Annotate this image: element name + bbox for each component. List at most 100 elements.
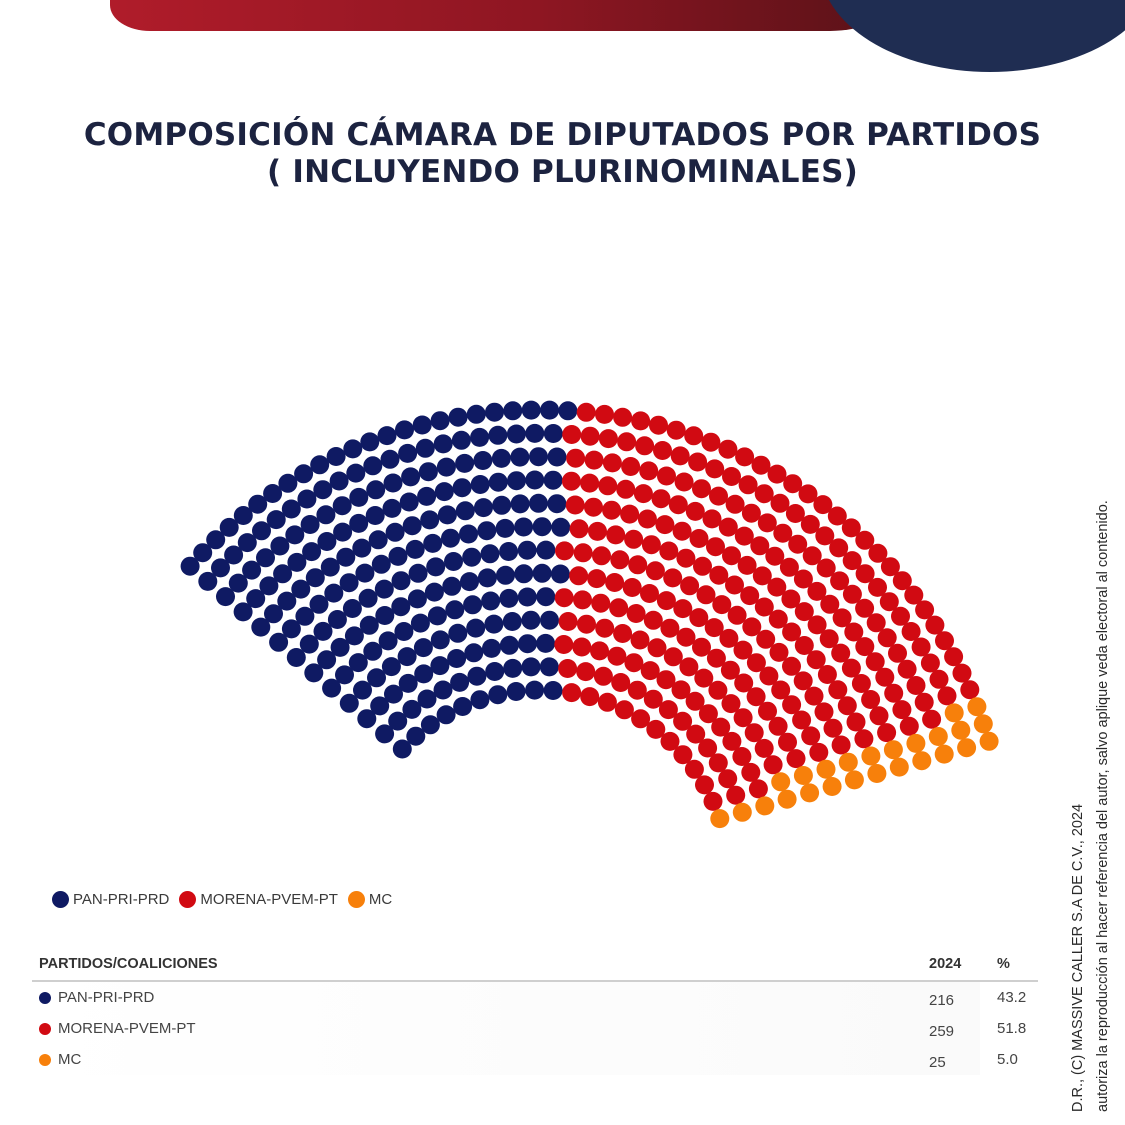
parliament-chart: [180, 400, 999, 829]
seat-morena-pvem-pt: [756, 629, 776, 649]
seat-morena-pvem-pt: [734, 673, 754, 693]
seat-morena-pvem-pt: [793, 569, 813, 589]
seat-morena-pvem-pt: [759, 666, 779, 686]
seat-pan-pri-prd: [382, 498, 402, 518]
seat-morena-pvem-pt: [653, 441, 672, 460]
seat-morena-pvem-pt: [692, 479, 711, 499]
seat-pan-pri-prd: [499, 542, 519, 561]
seat-morena-pvem-pt: [915, 600, 935, 620]
seat-morena-pvem-pt: [639, 461, 659, 481]
seat-pan-pri-prd: [248, 494, 268, 514]
seat-pan-pri-prd: [264, 604, 283, 624]
seat-pan-pri-prd: [401, 467, 421, 487]
seat-morena-pvem-pt: [698, 738, 718, 758]
seat-pan-pri-prd: [355, 563, 375, 583]
seat-morena-pvem-pt: [816, 558, 836, 578]
seat-pan-pri-prd: [348, 653, 368, 673]
seat-morena-pvem-pt: [855, 598, 875, 618]
seat-pan-pri-prd: [477, 521, 497, 541]
seat-pan-pri-prd: [336, 547, 356, 567]
row-color-dot: [39, 992, 51, 1004]
seat-pan-pri-prd: [514, 517, 534, 537]
seat-pan-pri-prd: [332, 496, 352, 516]
legend-label-mc: MC: [368, 891, 393, 908]
seat-morena-pvem-pt: [577, 614, 596, 634]
seat-morena-pvem-pt: [593, 666, 613, 686]
seat-morena-pvem-pt: [785, 504, 805, 523]
seat-morena-pvem-pt: [831, 735, 851, 755]
seat-pan-pri-prd: [444, 552, 463, 571]
seat-pan-pri-prd: [482, 638, 501, 658]
seat-pan-pri-prd: [529, 447, 548, 467]
seat-pan-pri-prd: [310, 455, 330, 475]
seat-morena-pvem-pt: [602, 453, 622, 473]
seat-morena-pvem-pt: [554, 588, 574, 608]
seat-pan-pri-prd: [398, 443, 418, 463]
seat-pan-pri-prd: [467, 666, 487, 686]
seat-pan-pri-prd: [375, 606, 395, 625]
seat-morena-pvem-pt: [573, 543, 593, 563]
seat-morena-pvem-pt: [555, 541, 574, 561]
header-year: 2024: [929, 956, 962, 972]
seat-pan-pri-prd: [433, 680, 453, 700]
seat-pan-pri-prd: [343, 439, 363, 459]
seat-morena-pvem-pt: [922, 709, 942, 729]
seat-morena-pvem-pt: [684, 426, 704, 446]
seat-pan-pri-prd: [358, 588, 378, 608]
header-percent: %: [997, 956, 1010, 972]
seat-morena-pvem-pt: [754, 597, 774, 617]
seat-pan-pri-prd: [330, 637, 350, 657]
seat-morena-pvem-pt: [828, 680, 848, 700]
seat-morena-pvem-pt: [576, 402, 596, 422]
seat-morena-pvem-pt: [706, 648, 726, 668]
seat-morena-pvem-pt: [741, 503, 761, 523]
row-percent: 43.2: [997, 989, 1027, 1006]
seat-morena-pvem-pt: [703, 791, 723, 811]
seat-pan-pri-prd: [437, 505, 457, 525]
seat-morena-pvem-pt: [666, 420, 686, 440]
seat-morena-pvem-pt: [554, 635, 574, 654]
seat-morena-pvem-pt: [768, 609, 788, 629]
seat-morena-pvem-pt: [613, 407, 633, 427]
seat-pan-pri-prd: [430, 656, 450, 676]
seat-pan-pri-prd: [503, 401, 523, 421]
seat-pan-pri-prd: [297, 489, 317, 509]
seat-morena-pvem-pt: [658, 700, 678, 720]
seat-morena-pvem-pt: [694, 668, 714, 688]
seat-morena-pvem-pt: [673, 711, 693, 731]
seat-morena-pvem-pt: [754, 484, 774, 504]
seat-morena-pvem-pt: [899, 716, 919, 736]
seat-morena-pvem-pt: [782, 622, 802, 642]
seat-morena-pvem-pt: [719, 628, 739, 648]
seat-morena-pvem-pt: [624, 653, 644, 673]
seat-pan-pri-prd: [410, 613, 430, 633]
seat-morena-pvem-pt: [718, 439, 738, 459]
seat-mc: [732, 802, 752, 822]
seat-morena-pvem-pt: [695, 775, 714, 795]
seat-morena-pvem-pt: [792, 710, 812, 730]
seat-pan-pri-prd: [426, 557, 446, 577]
seat-pan-pri-prd: [455, 501, 475, 521]
seat-pan-pri-prd: [286, 648, 306, 667]
seat-pan-pri-prd: [317, 532, 337, 551]
seat-pan-pri-prd: [485, 662, 505, 681]
seat-pan-pri-prd: [385, 522, 405, 542]
seat-pan-pri-prd: [371, 554, 391, 574]
seat-morena-pvem-pt: [880, 557, 900, 577]
seat-morena-pvem-pt: [815, 526, 835, 546]
seat-pan-pri-prd: [402, 699, 422, 719]
seat-morena-pvem-pt: [884, 683, 904, 703]
seat-morena-pvem-pt: [744, 723, 764, 743]
seat-morena-pvem-pt: [868, 543, 888, 563]
row-seats: 216: [929, 992, 955, 1009]
seat-morena-pvem-pt: [628, 555, 648, 575]
seat-pan-pri-prd: [485, 402, 504, 422]
seat-pan-pri-prd: [474, 498, 493, 518]
seat-pan-pri-prd: [291, 579, 311, 599]
seat-pan-pri-prd: [547, 494, 567, 514]
table-header: PARTIDOS/COALICIONES 2024 %: [32, 950, 1038, 982]
seat-morena-pvem-pt: [746, 653, 766, 673]
row-party-name: PAN-PRI-PRD: [58, 989, 155, 1006]
seat-pan-pri-prd: [477, 568, 497, 588]
seat-pan-pri-prd: [228, 573, 248, 593]
